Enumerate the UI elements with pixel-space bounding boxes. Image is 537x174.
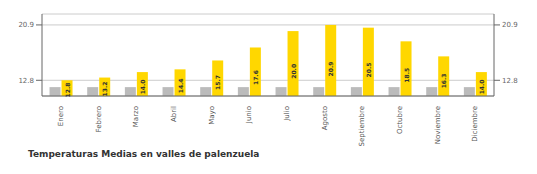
svg-text:20.5: 20.5	[365, 63, 372, 78]
svg-text:Agosto: Agosto	[321, 106, 329, 130]
svg-text:Abril: Abril	[170, 106, 178, 122]
svg-text:18.5: 18.5	[403, 68, 410, 83]
svg-text:Julio: Julio	[283, 106, 291, 122]
svg-text:20.9: 20.9	[327, 62, 334, 77]
svg-text:Diciembre: Diciembre	[471, 106, 479, 142]
svg-text:17.6: 17.6	[252, 70, 259, 85]
svg-text:14.4: 14.4	[177, 78, 184, 93]
svg-text:20.0: 20.0	[290, 64, 297, 79]
svg-text:Octubre: Octubre	[396, 106, 404, 134]
svg-text:12.8: 12.8	[502, 77, 518, 85]
svg-text:Mayo: Mayo	[208, 106, 216, 125]
svg-text:Enero: Enero	[57, 106, 65, 126]
svg-text:12.8: 12.8	[64, 83, 71, 98]
svg-text:Febrero: Febrero	[95, 106, 103, 132]
svg-text:Noviembre: Noviembre	[434, 106, 442, 144]
svg-text:12.8: 12.8	[18, 77, 34, 85]
svg-text:13.2: 13.2	[101, 82, 108, 97]
html-text:Temperaturas Medias en valles: Temperaturas Medias en valles de palenzu…	[28, 149, 260, 159]
svg-text:20.9: 20.9	[502, 21, 518, 29]
svg-text:14.0: 14.0	[478, 80, 485, 95]
svg-text:16.3: 16.3	[440, 74, 447, 89]
svg-text:Septiembre: Septiembre	[358, 106, 366, 146]
svg-text:15.7: 15.7	[214, 75, 221, 90]
svg-text:20.9: 20.9	[18, 21, 34, 29]
svg-text:14.0: 14.0	[139, 80, 146, 95]
svg-text:Marzo: Marzo	[132, 106, 140, 127]
svg-text:Junio: Junio	[245, 106, 253, 124]
